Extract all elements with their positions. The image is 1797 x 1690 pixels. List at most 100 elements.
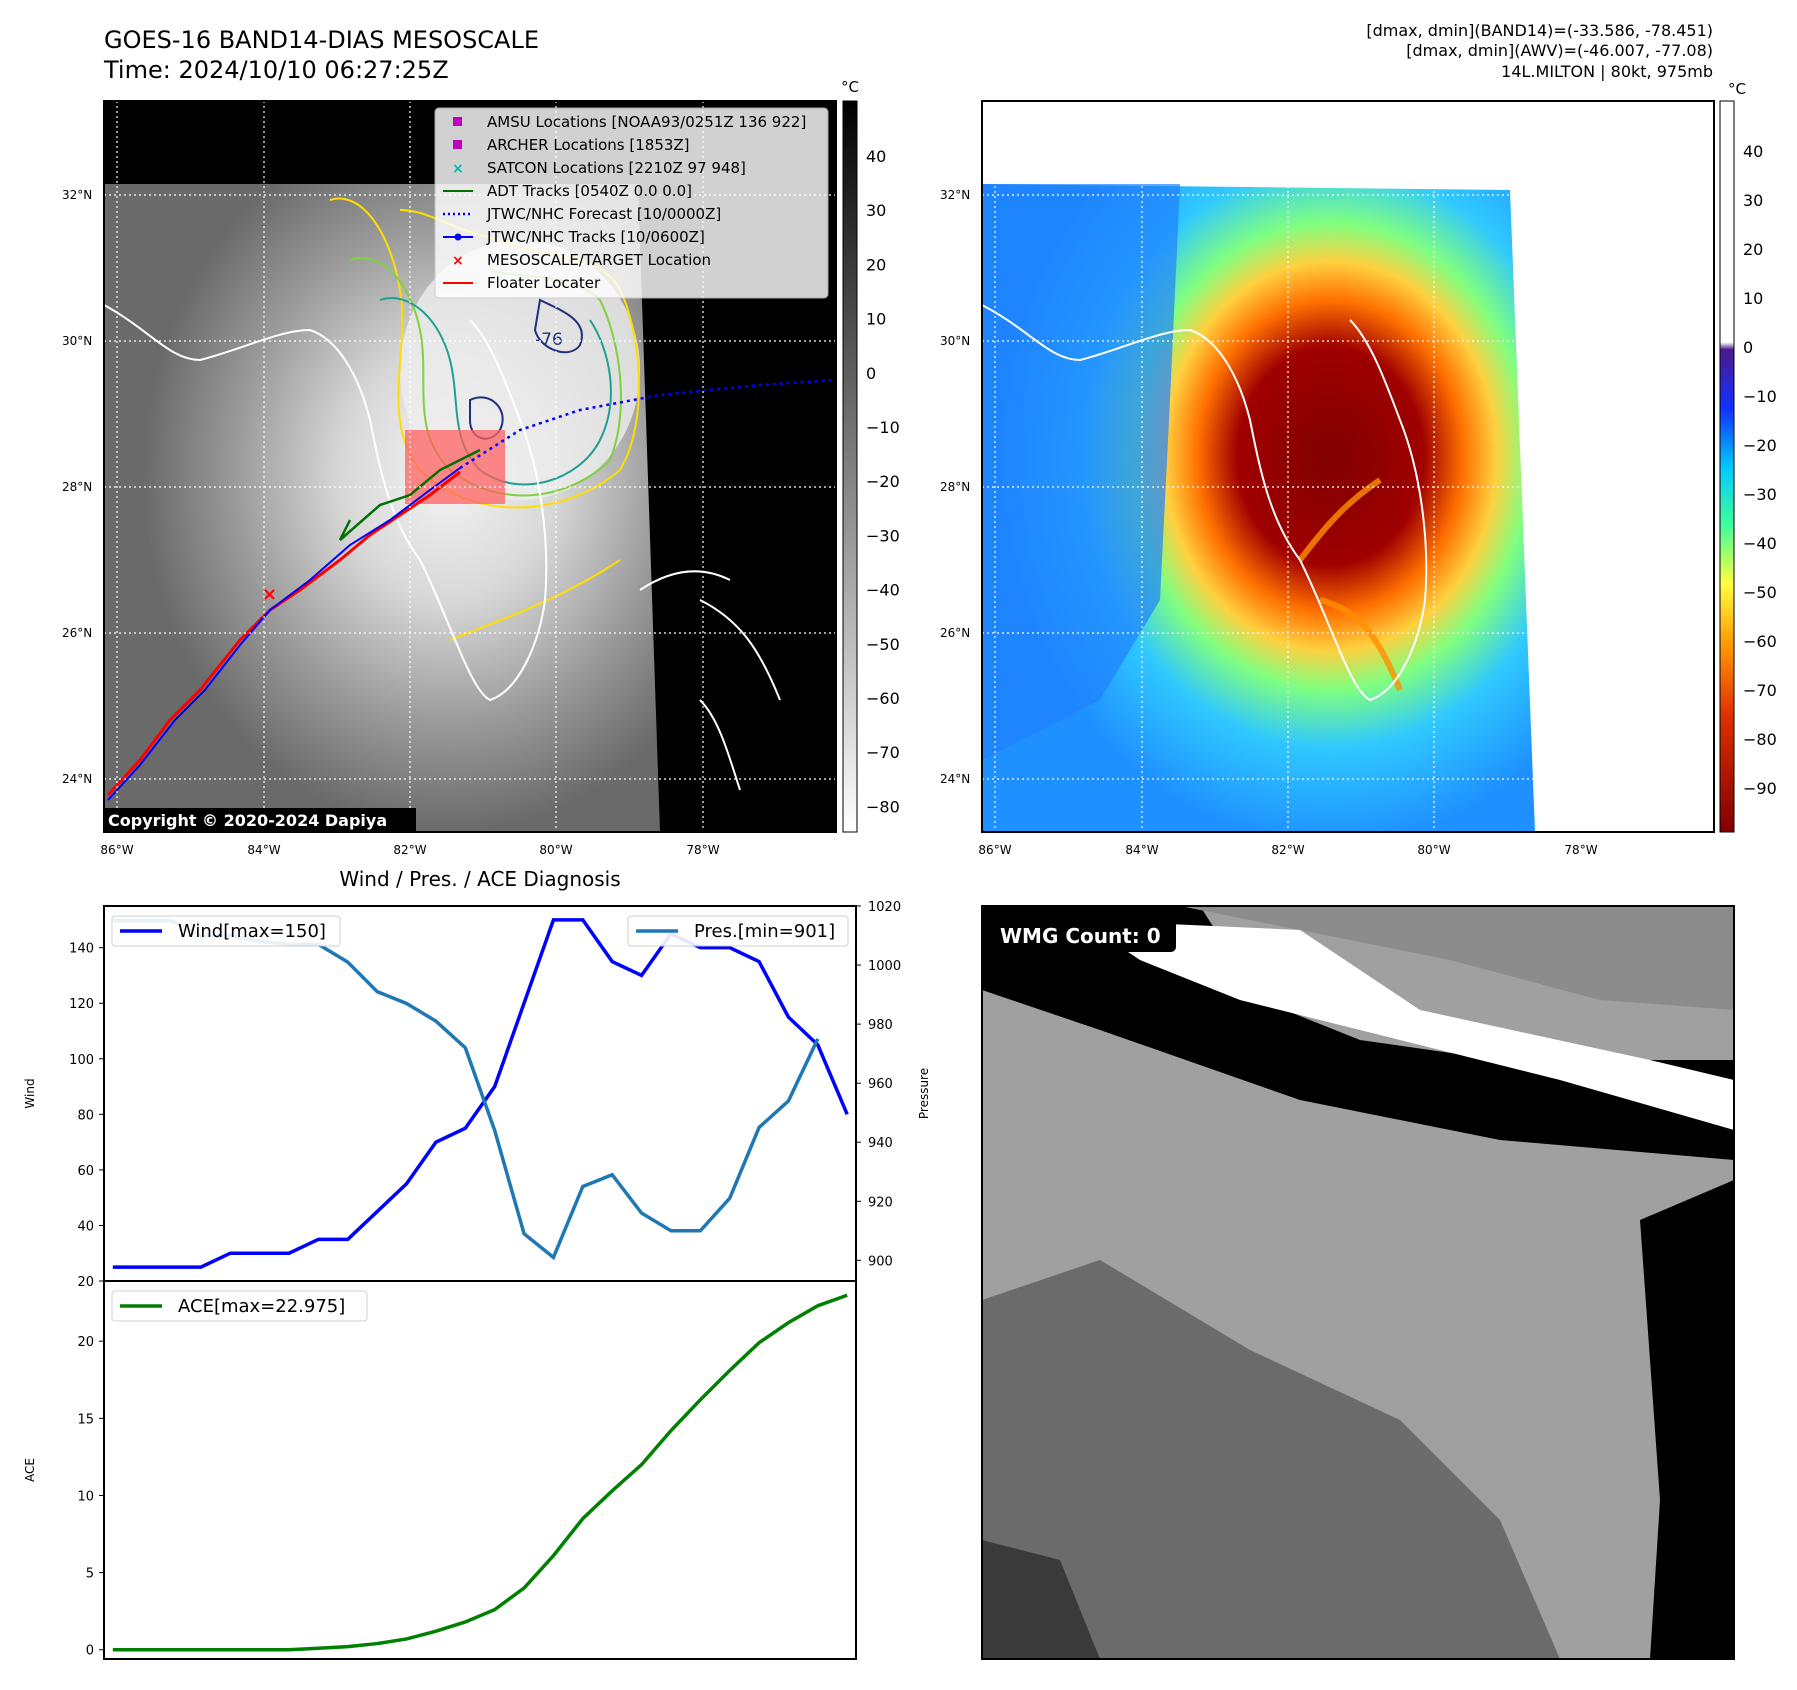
wmg-right-black: [1640, 1180, 1734, 1659]
ir-lon-label: 86°W: [100, 843, 133, 857]
wv-lat-label: 24°N: [940, 772, 970, 786]
floater-box: [405, 430, 505, 504]
y-tick-label: 5: [86, 1567, 94, 1582]
legend-label: SATCON Locations [2210Z 97 948]: [487, 159, 746, 177]
wv-lat-labels: 32°N 30°N 28°N 26°N 24°N: [940, 188, 970, 786]
legend-label: ACE[max=22.975]: [178, 1296, 345, 1317]
wmg-white-band: [1080, 920, 1734, 1130]
colorbar-tick-label: −40: [866, 581, 900, 600]
colorbar-tick-label: 40: [1743, 142, 1763, 161]
copyright-box: [104, 808, 416, 832]
colorbar-tick-label: 20: [1743, 240, 1763, 259]
y2-tick-label: 940: [868, 1136, 893, 1151]
colorbar-tick-label: 10: [1743, 289, 1763, 308]
diagnosis-title: Wind / Pres. / ACE Diagnosis: [339, 867, 620, 891]
ir-lat-label: 30°N: [62, 334, 92, 348]
ir-lon-label: 80°W: [539, 843, 572, 857]
wmg-count-label: WMG Count: 0: [1000, 924, 1161, 948]
colorbar-tick-label: 20: [866, 255, 886, 274]
colorbar-tick-label: 0: [866, 364, 876, 383]
coastline-bahamas: [639, 570, 781, 791]
y-tick-label: 20: [77, 1335, 94, 1350]
jtwc-track: [107, 467, 461, 801]
y-tick-label: 15: [77, 1412, 94, 1427]
colorbar-tick-label: −60: [1743, 632, 1777, 651]
wv-dry-region: [982, 184, 1180, 760]
ir-lat-labels: 32°N 30°N 28°N 26°N 24°N: [62, 188, 92, 786]
wv-colorbar-ticks: 40 30 20 10 0 −10 −20 −30 −40 −50 −60 −70 −80 −90: [1743, 142, 1777, 798]
ace-chart: 0 5 10 15 20 ACE ACE[max=22.975]: [23, 1280, 857, 1660]
y-axis-label: Wind: [23, 1078, 37, 1108]
wind-pressure-chart: 20 40 60 80 100 120 140 900 920 940 960 980 1000 1020…: [23, 900, 931, 1290]
contour-keys: [449, 559, 621, 641]
wv-colorbar: [1719, 100, 1735, 833]
coastline-florida: [104, 304, 548, 702]
wmg-darker-block: [982, 1540, 1100, 1659]
series-line-wind: [112, 918, 849, 1269]
legend-box: [627, 915, 849, 947]
legend-marker: [453, 140, 462, 149]
ir-colorbar-unit: °C: [841, 78, 859, 96]
colorbar-tick-label: −80: [866, 797, 900, 816]
y-tick-label: 10: [77, 1489, 94, 1504]
y-axis-label: ACE: [23, 1458, 37, 1482]
y-tick-label: 60: [77, 1164, 94, 1179]
colorbar-tick-label: 30: [866, 201, 886, 220]
y-tick-label: 0: [86, 1644, 94, 1659]
ir-lat-label: 24°N: [62, 772, 92, 786]
colorbar-tick-label: −70: [1743, 681, 1777, 700]
figure-title: GOES-16 BAND14-DIAS MESOSCALE: [104, 26, 540, 54]
legend-marker: [454, 233, 462, 241]
legend-marker: ×: [452, 253, 464, 269]
wv-rainband: [1297, 477, 1403, 692]
y-tick-label: 140: [69, 942, 94, 957]
figure-time: Time: 2024/10/10 06:27:25Z: [104, 56, 449, 84]
wmg-gray-band: [1180, 906, 1734, 1010]
ir-map-frame: [103, 100, 837, 833]
plot-frame: [103, 1280, 857, 1660]
copyright-text: Copyright © 2020-2024 Dapiya: [108, 811, 387, 830]
colorbar-tick-label: 40: [866, 147, 886, 166]
wv-lat-label: 28°N: [940, 480, 970, 494]
colorbar-tick-label: 30: [1743, 191, 1763, 210]
wv-coastline: [982, 304, 1428, 702]
target-marker: ×: [262, 584, 277, 605]
wv-lon-label: 84°W: [1125, 843, 1158, 857]
legend-marker: ×: [452, 161, 464, 177]
y-tick-label: 120: [69, 997, 94, 1012]
ir-colorbar: [842, 100, 858, 833]
colorbar-tick-label: 10: [866, 310, 886, 329]
wv-lat-label: 26°N: [940, 626, 970, 640]
y2-axis-label: Pressure: [917, 1068, 931, 1119]
ir-colorbar-ticks: 40 30 20 10 0 −10 −20 −30 −40 −50 −60 −70 −80: [866, 147, 900, 816]
y2-tick-label: 920: [868, 1195, 893, 1210]
contour-label: -76: [535, 330, 563, 350]
colorbar-tick-label: −30: [866, 526, 900, 545]
wv-lon-labels: 86°W 84°W 82°W 80°W 78°W: [978, 843, 1597, 857]
colorbar-tick-label: −30: [1743, 485, 1777, 504]
legend-box: [111, 915, 341, 947]
wmg-frame: [981, 905, 1735, 1660]
wv-map-frame: [981, 100, 1715, 833]
colorbar-tick-label: −10: [1743, 387, 1777, 406]
wv-lon-label: 86°W: [978, 843, 1011, 857]
y2-tick-label: 900: [868, 1254, 893, 1269]
legend-marker: [453, 117, 462, 126]
ir-lon-labels: 86°W 84°W 82°W 80°W 78°W: [100, 843, 719, 857]
ir-lon-label: 78°W: [686, 843, 719, 857]
legend-label: ADT Tracks [0540Z 0.0 0.0]: [487, 182, 692, 200]
colorbar-tick-label: −70: [866, 743, 900, 762]
y2-tick-label: 1000: [868, 959, 901, 974]
colorbar-tick-label: −80: [1743, 730, 1777, 749]
y-tick-label: 20: [77, 1275, 94, 1290]
colorbar-tick-label: −50: [866, 635, 900, 654]
y2-tick-label: 960: [868, 1077, 893, 1092]
y2-tick-label: 1020: [868, 900, 901, 915]
adt-track: [338, 448, 481, 541]
wv-lon-label: 78°W: [1564, 843, 1597, 857]
legend-label: AMSU Locations [NOAA93/0251Z 136 922]: [487, 113, 806, 131]
wmg-count-box: [990, 920, 1176, 952]
legend-label: JTWC/NHC Forecast [10/0000Z]: [486, 205, 721, 223]
